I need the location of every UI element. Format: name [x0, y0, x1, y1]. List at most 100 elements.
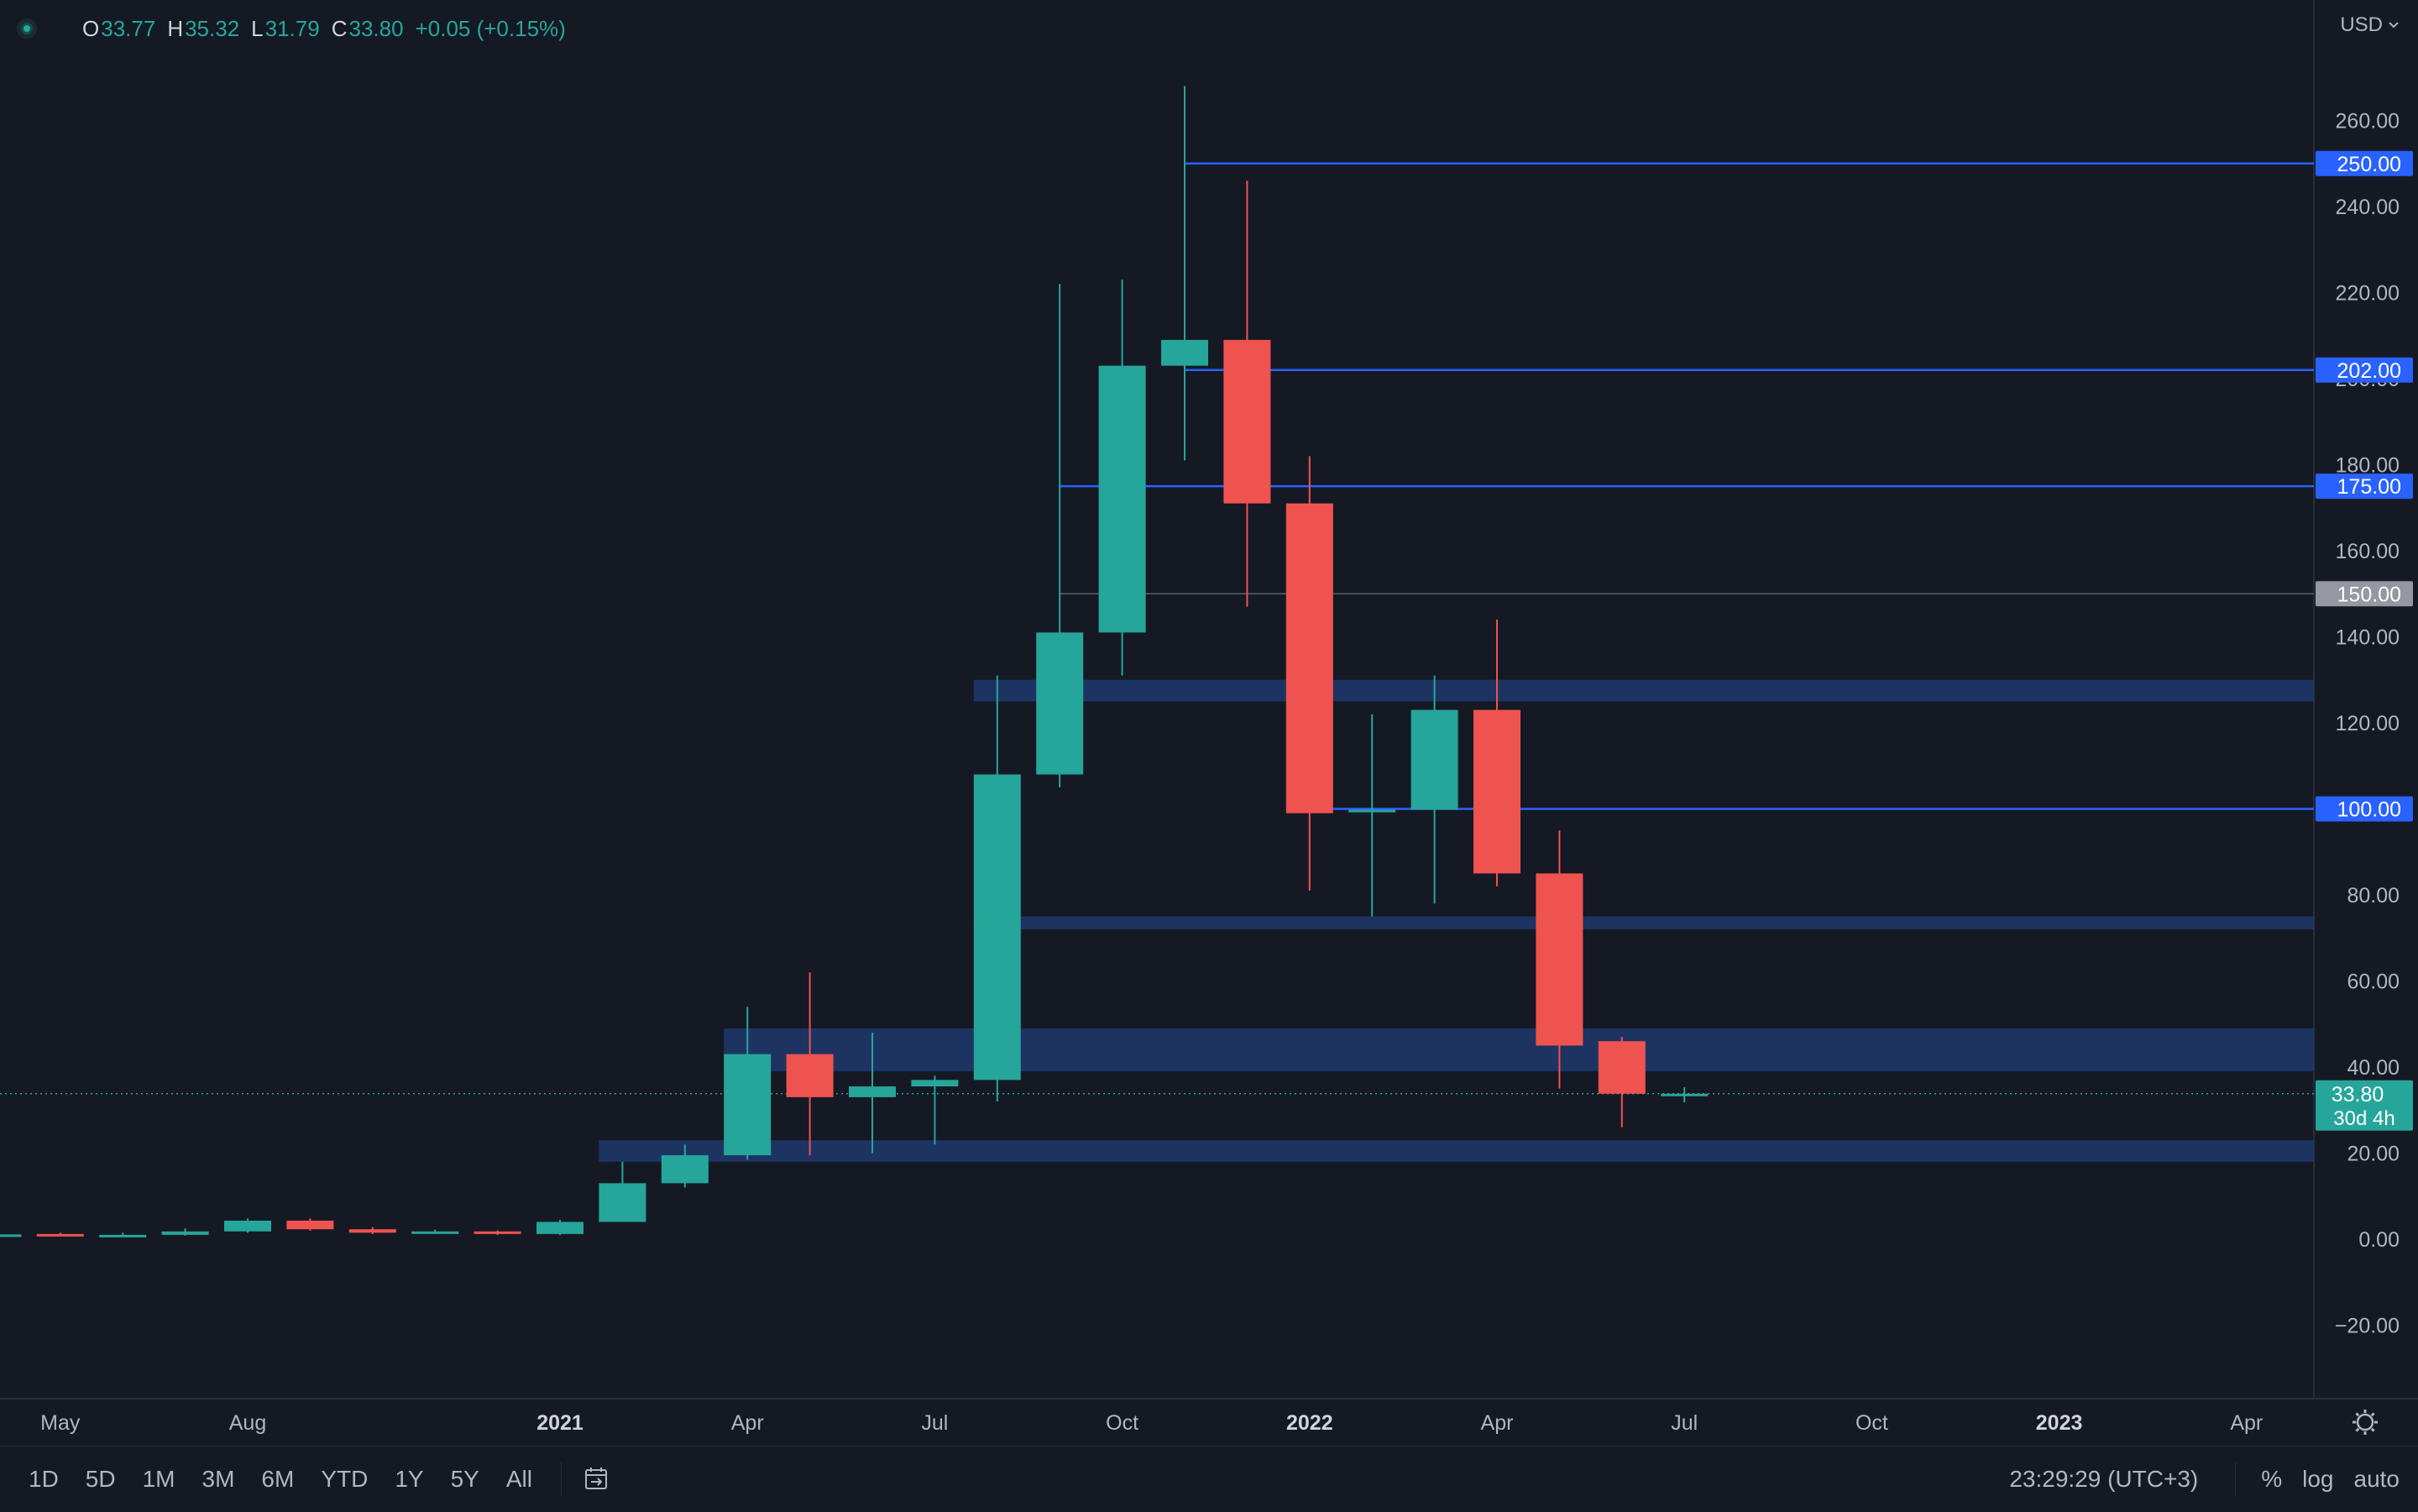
gear-tooth [2356, 1429, 2358, 1431]
candle-body [974, 775, 1021, 1080]
x-tick-label: 2023 [2036, 1411, 2083, 1435]
log-scale-toggle[interactable]: log [2292, 1466, 2343, 1493]
range-5y-button[interactable]: 5Y [437, 1447, 493, 1512]
auto-scale-toggle[interactable]: auto [2344, 1466, 2418, 1493]
candle [599, 1162, 646, 1222]
x-tick-label: Jul [1671, 1411, 1698, 1435]
candle [99, 1232, 146, 1237]
candle-body [411, 1232, 458, 1234]
y-tick-label: 140.00 [2336, 626, 2400, 650]
candle-body [37, 1234, 84, 1237]
candle-body [1411, 710, 1458, 810]
scale-controls: 23:29:29 (UTC+3) % log auto [1987, 1447, 2418, 1512]
candle-body [1286, 504, 1333, 814]
range-1d-button[interactable]: 1D [0, 1447, 72, 1512]
candle [536, 1220, 584, 1235]
level-price-label: 100.00 [2337, 798, 2401, 822]
range-1y-button[interactable]: 1Y [381, 1447, 437, 1512]
market-status-icon [17, 18, 37, 39]
level-price-label: 250.00 [2337, 153, 2401, 176]
y-tick-label: 240.00 [2336, 196, 2400, 219]
gear-tooth [2372, 1413, 2374, 1415]
candle [1036, 284, 1083, 787]
candle-body [911, 1080, 958, 1086]
go-to-date-icon[interactable] [577, 1459, 617, 1499]
bar-countdown-label: 30d 4h [2333, 1107, 2394, 1130]
gear-ring [2358, 1415, 2373, 1430]
x-tick-label: Oct [1106, 1411, 1138, 1435]
candle [1599, 1037, 1646, 1127]
gear-tooth [2372, 1429, 2374, 1431]
x-tick-label: 2021 [536, 1411, 584, 1435]
candle [224, 1218, 271, 1232]
candle-body [224, 1221, 271, 1232]
candle-body [849, 1086, 896, 1097]
candle [911, 1075, 958, 1144]
x-tick-label: Apr [1481, 1411, 1514, 1435]
range-6m-button[interactable]: 6M [248, 1447, 307, 1512]
candle [411, 1230, 458, 1234]
candle [474, 1231, 521, 1235]
toolbar-divider [561, 1462, 562, 1496]
candle [974, 676, 1021, 1101]
candle-body [1348, 810, 1395, 813]
x-tick-label: Aug [229, 1411, 266, 1435]
x-tick-label: May [40, 1411, 81, 1435]
candle [1099, 280, 1146, 676]
candle-body [1161, 340, 1208, 366]
y-tick-label: 20.00 [2347, 1143, 2400, 1166]
currency-label: USD [2340, 13, 2383, 37]
level-price-label: 150.00 [2337, 583, 2401, 606]
candle [349, 1227, 396, 1234]
candle-body [1536, 873, 1583, 1045]
level-price-label: 202.00 [2337, 359, 2401, 383]
candle-body [536, 1222, 584, 1234]
range-3m-button[interactable]: 3M [189, 1447, 249, 1512]
candle [1661, 1087, 1708, 1102]
candle-body [99, 1235, 146, 1237]
y-tick-label: 60.00 [2347, 971, 2400, 994]
candle-body [349, 1229, 396, 1232]
y-tick-label: −20.00 [2335, 1315, 2400, 1338]
candle-body [1223, 340, 1270, 504]
candle-body [162, 1232, 209, 1235]
support-resistance-zone [599, 1140, 2314, 1162]
candle-body [0, 1234, 21, 1237]
range-1m-button[interactable]: 1M [129, 1447, 189, 1512]
candle-body [1661, 1094, 1708, 1096]
y-tick-label: 120.00 [2336, 712, 2400, 735]
y-tick-label: 260.00 [2336, 110, 2400, 133]
range-all-button[interactable]: All [493, 1447, 546, 1512]
gear-tooth [2356, 1413, 2358, 1415]
candle-body [1599, 1041, 1646, 1094]
y-tick-label: 160.00 [2336, 540, 2400, 563]
currency-selector[interactable]: USD [2340, 8, 2400, 42]
candle [1348, 714, 1395, 917]
x-tick-label: Apr [731, 1411, 764, 1435]
candle-body [787, 1054, 834, 1097]
range-ytd-button[interactable]: YTD [307, 1447, 381, 1512]
candle-body [286, 1221, 333, 1229]
candle [1286, 456, 1333, 891]
bottom-toolbar: 1D 5D 1M 3M 6M YTD 1Y 5Y All 23:29:29 (U… [0, 1446, 2418, 1511]
candle [0, 1233, 21, 1237]
toolbar-divider [2235, 1462, 2236, 1496]
y-tick-label: 0.00 [2358, 1228, 2400, 1252]
settings-gear-icon[interactable] [2353, 1410, 2378, 1435]
candle-body [1099, 366, 1146, 633]
candle [1473, 620, 1520, 887]
x-tick-label: Oct [1855, 1411, 1888, 1435]
percent-scale-toggle[interactable]: % [2251, 1466, 2292, 1493]
candle [787, 972, 834, 1155]
range-5d-button[interactable]: 5D [72, 1447, 129, 1512]
ohlc-change: +0.05 (+0.15%) [416, 16, 566, 42]
y-tick-label: 220.00 [2336, 282, 2400, 306]
candle-body [1036, 632, 1083, 774]
candle [37, 1232, 84, 1237]
clock-timezone[interactable]: 23:29:29 (UTC+3) [1987, 1466, 2220, 1493]
